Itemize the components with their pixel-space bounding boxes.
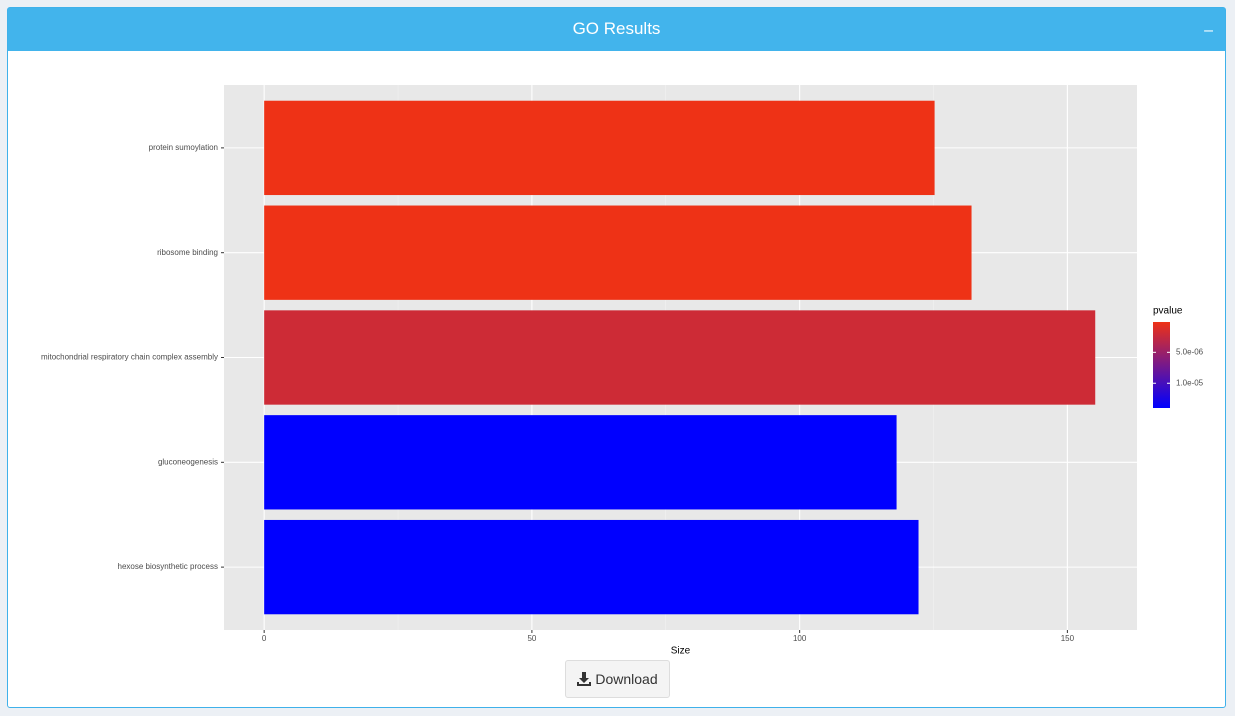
panel: GO Results – Download: [7, 7, 1226, 708]
download-button[interactable]: Download: [565, 660, 670, 698]
panel-header: GO Results –: [8, 8, 1225, 51]
download-label: Download: [595, 671, 658, 687]
collapse-button[interactable]: –: [1204, 22, 1213, 39]
download-icon: [577, 672, 592, 686]
panel-title: GO Results: [572, 19, 661, 38]
